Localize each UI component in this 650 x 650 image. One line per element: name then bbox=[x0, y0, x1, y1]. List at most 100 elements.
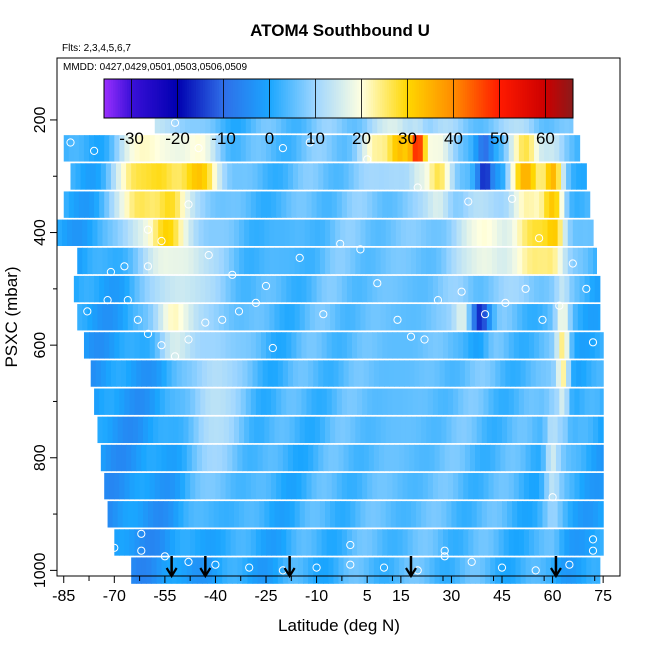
heatmap-cell bbox=[542, 219, 549, 246]
heatmap-cell bbox=[200, 135, 206, 162]
heatmap-cell bbox=[571, 444, 577, 472]
heatmap-cell bbox=[215, 472, 222, 500]
heatmap-cell bbox=[407, 106, 414, 134]
heatmap-cell bbox=[365, 219, 372, 246]
heatmap-cell bbox=[539, 275, 545, 303]
observation-point bbox=[160, 552, 169, 561]
heatmap-cell bbox=[380, 219, 387, 246]
heatmap-cell bbox=[336, 388, 343, 415]
colorbar-segment bbox=[232, 79, 236, 118]
heatmap-cell bbox=[210, 388, 217, 415]
heatmap-cell bbox=[481, 304, 488, 331]
heatmap-cell bbox=[468, 106, 474, 134]
heatmap-cell bbox=[412, 472, 419, 500]
heatmap-cell bbox=[598, 304, 601, 331]
heatmap-cell bbox=[94, 191, 100, 218]
heatmap-cell bbox=[313, 163, 319, 190]
heatmap-cell bbox=[475, 557, 481, 584]
heatmap-cell bbox=[355, 304, 362, 331]
heatmap-cell bbox=[419, 557, 426, 584]
colorbar-segment bbox=[186, 79, 190, 118]
colorbar-segment bbox=[540, 79, 544, 118]
heatmap-cell bbox=[513, 388, 520, 415]
heatmap-cell bbox=[569, 191, 576, 218]
heatmap-cell bbox=[245, 106, 252, 134]
heatmap-cell bbox=[158, 501, 164, 528]
heatmap-cell bbox=[432, 191, 439, 218]
colorbar-segment bbox=[122, 79, 126, 118]
heatmap-cell bbox=[333, 163, 340, 190]
heatmap-cell bbox=[486, 416, 493, 444]
heatmap-cell bbox=[233, 304, 240, 331]
heatmap-cell bbox=[129, 388, 136, 415]
heatmap-cell bbox=[576, 163, 582, 190]
heatmap-cell bbox=[518, 135, 525, 162]
heatmap-cell bbox=[544, 472, 550, 500]
heatmap-cell bbox=[271, 106, 277, 134]
heatmap-cell bbox=[176, 163, 183, 190]
heatmap-cell bbox=[392, 472, 399, 500]
heatmap-cell bbox=[286, 472, 292, 500]
heatmap-cell bbox=[384, 360, 390, 387]
colorbar-segment bbox=[207, 79, 211, 118]
heatmap-cell bbox=[245, 135, 252, 162]
heatmap-cell bbox=[284, 416, 291, 444]
heatmap-cell bbox=[426, 416, 432, 444]
heatmap-cell bbox=[80, 163, 87, 190]
heatmap-cell bbox=[296, 332, 303, 359]
colorbar-segment bbox=[152, 79, 155, 118]
heatmap-cell bbox=[301, 135, 308, 162]
heatmap-cell bbox=[198, 416, 205, 444]
observation-point bbox=[170, 118, 180, 127]
heatmap-cell bbox=[419, 163, 426, 190]
heatmap-cell bbox=[112, 219, 119, 246]
heatmap-cell bbox=[485, 557, 491, 584]
heatmap-cell bbox=[205, 529, 211, 556]
colorbar-segment bbox=[191, 79, 195, 118]
heatmap-cell bbox=[508, 135, 515, 162]
heatmap-cell bbox=[228, 247, 235, 275]
heatmap-cell bbox=[323, 163, 329, 190]
heatmap-cell bbox=[350, 304, 356, 331]
heatmap-cell bbox=[105, 360, 112, 387]
heatmap-cell bbox=[523, 191, 530, 218]
heatmap-cell bbox=[350, 219, 356, 246]
heatmap-cell bbox=[154, 106, 161, 134]
heatmap-cell bbox=[210, 135, 217, 162]
heatmap-cell bbox=[357, 135, 363, 162]
heatmap-cell bbox=[387, 332, 394, 359]
colorbar-segment bbox=[522, 79, 526, 118]
heatmap-cell bbox=[432, 332, 439, 359]
heatmap-cell bbox=[168, 416, 174, 444]
heatmap-cell bbox=[266, 388, 272, 415]
heatmap-cell bbox=[437, 529, 444, 556]
heatmap-cell bbox=[468, 472, 474, 500]
heatmap-cell bbox=[286, 135, 292, 162]
heatmap-cell bbox=[372, 275, 378, 303]
heatmap-cell bbox=[174, 191, 181, 218]
heatmap-cell bbox=[220, 529, 227, 556]
heatmap-cell bbox=[561, 163, 567, 190]
observation-point bbox=[413, 183, 422, 192]
heatmap-cell bbox=[116, 163, 122, 190]
heatmap-cell bbox=[581, 360, 587, 387]
colorbar-segment bbox=[251, 79, 254, 118]
heatmap-cell bbox=[141, 163, 147, 190]
heatmap-cell bbox=[279, 501, 286, 528]
heatmap-cell bbox=[370, 304, 377, 331]
heatmap-cell bbox=[331, 191, 338, 218]
heatmap-cell bbox=[85, 163, 92, 190]
heatmap-cell bbox=[476, 416, 483, 444]
observation-point bbox=[143, 329, 153, 338]
heatmap-cell bbox=[380, 416, 387, 444]
heatmap-cell bbox=[249, 247, 255, 275]
colorbar-segment bbox=[435, 79, 438, 118]
heatmap-cell bbox=[480, 163, 486, 190]
heatmap-cell bbox=[566, 360, 572, 387]
heatmap-cell bbox=[486, 219, 493, 246]
heatmap-cell bbox=[365, 416, 372, 444]
heatmap-cell bbox=[259, 247, 265, 275]
flights-subtitle: Flts: 2,3,4,5,6,7 bbox=[62, 43, 131, 54]
colorbar-segment bbox=[170, 79, 174, 118]
heatmap-cell bbox=[358, 163, 365, 190]
